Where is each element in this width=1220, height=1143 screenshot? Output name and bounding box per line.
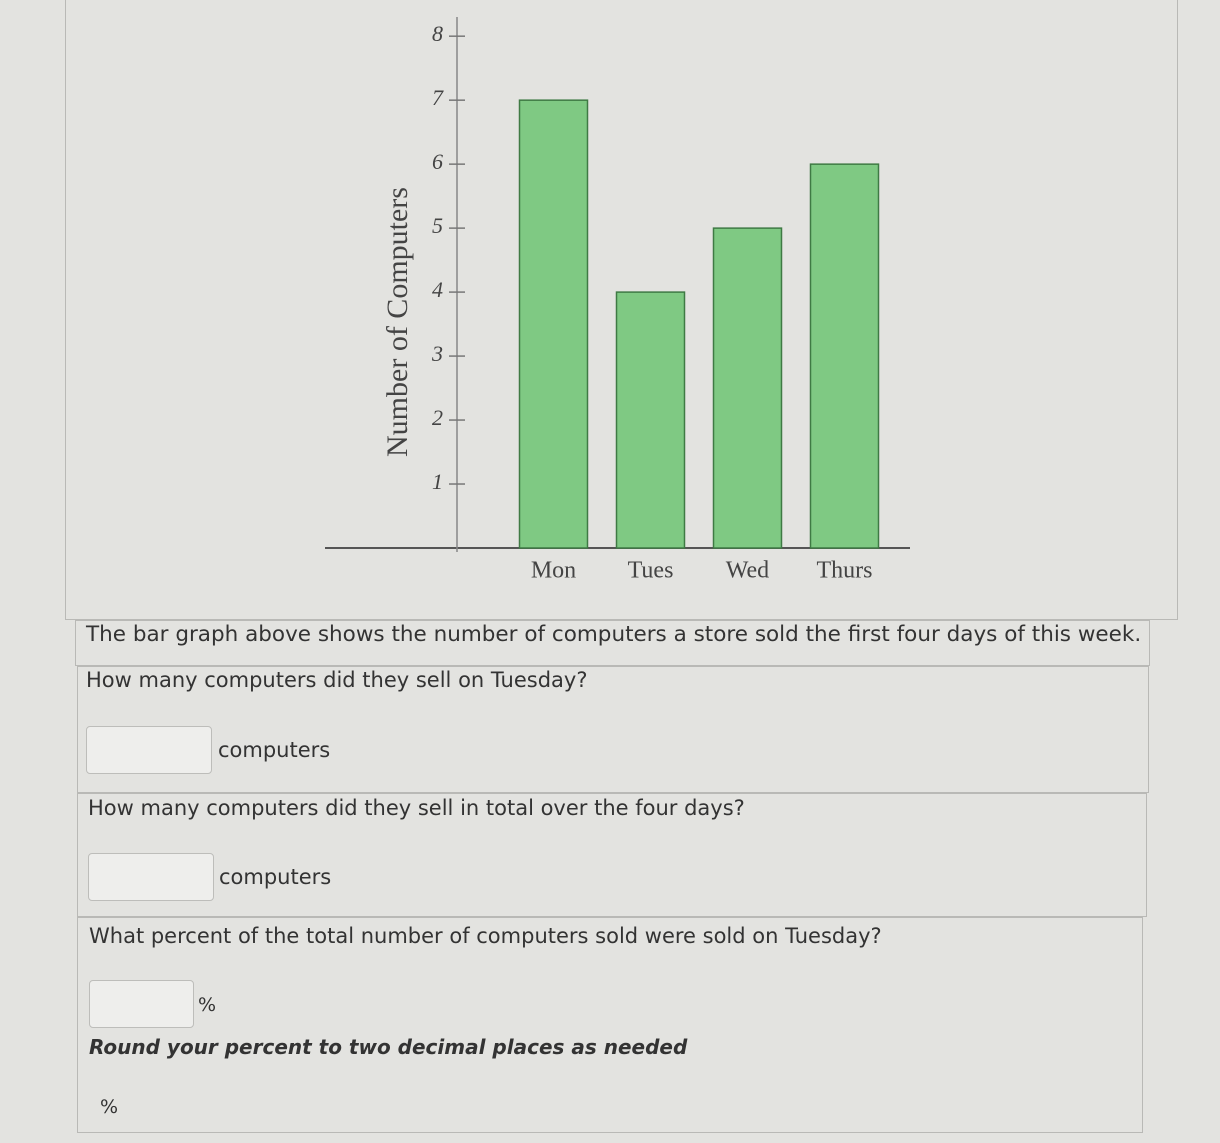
question-text: What percent of the total number of comp… bbox=[89, 924, 882, 948]
description-box bbox=[75, 620, 1150, 666]
unit-label: computers bbox=[218, 738, 331, 762]
question-text: How many computers did they sell on Tues… bbox=[86, 668, 588, 692]
bar bbox=[518, 99, 589, 549]
y-tick-label: 8 bbox=[432, 21, 443, 46]
note: Round your percent to two decimal places… bbox=[89, 1035, 688, 1059]
x-tick-label: Tues bbox=[628, 558, 674, 584]
question-text: How many computers did they sell in tota… bbox=[88, 796, 745, 820]
y-axis-label: Number of Computers bbox=[381, 187, 414, 457]
y-tick-label: 5 bbox=[432, 213, 443, 238]
question-box bbox=[77, 793, 1147, 917]
y-tick-label: 4 bbox=[432, 277, 443, 302]
answer-input[interactable] bbox=[88, 853, 214, 901]
bar bbox=[809, 163, 880, 549]
question-box bbox=[77, 666, 1149, 793]
answer-input[interactable] bbox=[89, 980, 194, 1028]
y-tick-label: 1 bbox=[432, 469, 443, 494]
y-tick-label: 3 bbox=[431, 341, 443, 366]
unit-label: % bbox=[198, 994, 217, 1016]
y-tick-label: 7 bbox=[432, 85, 444, 110]
x-tick-label: Thurs bbox=[817, 558, 873, 584]
x-tick-label: Mon bbox=[531, 558, 576, 584]
chart-panel bbox=[65, 0, 1178, 620]
description: The bar graph above shows the number of … bbox=[86, 622, 1142, 647]
chart: Number of Computers 1 2 3 4 5 6 7 8 Mon Tues Wed Th… bbox=[325, 17, 910, 584]
answer-input[interactable] bbox=[86, 726, 212, 774]
unit-label: computers bbox=[219, 865, 332, 889]
bar bbox=[615, 291, 686, 549]
bar bbox=[712, 227, 783, 549]
y-tick-label: 2 bbox=[432, 405, 443, 430]
question-box bbox=[77, 917, 1143, 1133]
y-tick-label: 6 bbox=[432, 149, 443, 174]
footer-unit: % bbox=[100, 1096, 119, 1118]
x-tick-label: Wed bbox=[726, 558, 769, 584]
